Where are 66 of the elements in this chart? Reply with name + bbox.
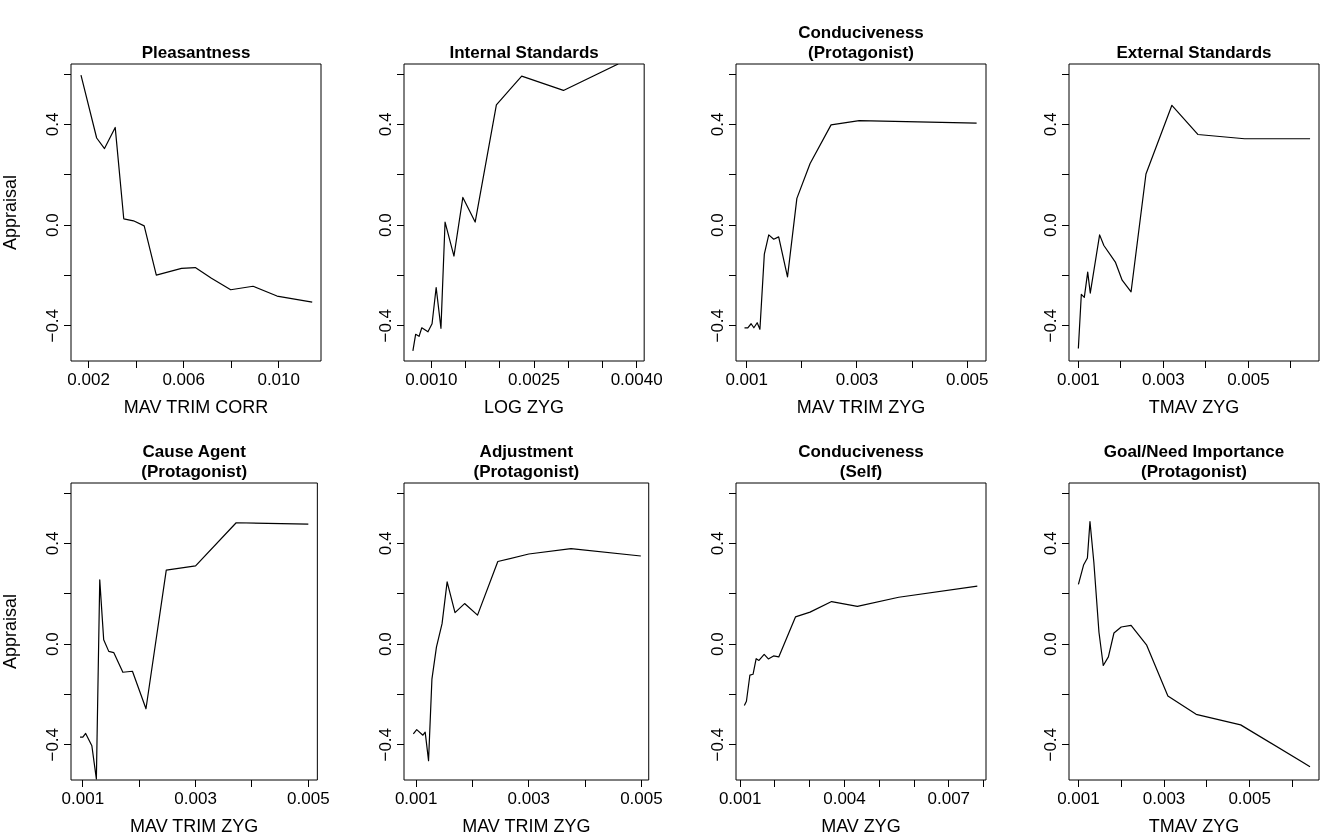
x-tick-label: 0.005 [1228,788,1271,808]
x-tick-label: 0.003 [507,788,551,808]
chart-title: Cause Agent (Protagonist) [141,442,248,481]
y-tick-label: −0.4 [708,308,728,343]
y-tick-label: 0.0 [1041,213,1061,237]
x-axis-title: MAV TRIM ZYG [130,816,259,837]
y-tick-label: 0.0 [376,213,396,237]
y-tick-label: 0.4 [708,112,728,137]
y-axis-title: Appraisal [0,174,20,251]
y-tick-label: 0.4 [43,531,63,556]
y-axis-title: Appraisal [0,593,20,670]
y-tick-label: 0.0 [708,213,728,237]
y-tick-label: 0.4 [708,531,728,556]
y-tick-label: 0.0 [708,632,728,656]
chart-title: Conduciveness (Protagonist) [798,23,924,62]
x-tick-label: 0.007 [927,788,971,808]
y-tick-label: 0.0 [43,213,63,237]
x-axis-title: TMAV ZYG [1148,397,1240,418]
chart-title: Conduciveness (Self) [798,442,924,481]
x-axis-title: LOG ZYG [484,397,565,418]
y-tick-label: −0.4 [1041,727,1061,762]
x-axis-title: MAV TRIM ZYG [796,397,926,418]
y-tick-label: −0.4 [708,727,728,762]
x-tick-label: 0.001 [725,369,768,389]
x-tick-label: 0.0040 [610,369,663,389]
x-tick-label: 0.002 [67,369,110,389]
chart-title: Goal/Need Importance (Protagonist) [1103,442,1285,481]
y-tick-label: 0.0 [376,632,396,656]
x-tick-label: 0.001 [1057,369,1100,389]
y-tick-label: 0.4 [1041,112,1061,137]
x-axis-title: MAV TRIM ZYG [462,816,591,837]
x-tick-label: 0.005 [1227,369,1270,389]
x-tick-label: 0.003 [835,369,879,389]
y-tick-label: −0.4 [376,727,396,762]
x-tick-label: 0.0025 [508,369,561,389]
chart-title: Adjustment (Protagonist) [473,442,580,481]
x-tick-label: 0.001 [394,788,438,808]
x-tick-label: 0.001 [1057,788,1100,808]
y-tick-label: 0.0 [43,632,63,656]
y-tick-label: −0.4 [376,308,396,343]
chart-title: External Standards [1116,43,1272,62]
x-tick-label: 0.006 [162,369,205,389]
x-tick-label: 0.003 [1142,788,1186,808]
y-tick-label: −0.4 [1041,308,1061,343]
chart-title: Pleasantness [141,43,251,62]
y-tick-label: −0.4 [43,727,63,762]
x-tick-label: 0.004 [823,788,866,808]
x-tick-label: 0.005 [945,369,989,389]
y-tick-label: −0.4 [43,308,63,343]
x-tick-label: 0.005 [287,788,330,808]
x-axis-title: TMAV ZYG [1148,816,1240,837]
x-tick-label: 0.001 [61,788,105,808]
x-tick-label: 0.0010 [405,369,458,389]
y-tick-label: 0.4 [376,112,396,137]
x-tick-label: 0.001 [718,788,762,808]
y-tick-label: 0.4 [1041,531,1061,556]
x-axis-title: MAV ZYG [821,816,901,837]
x-tick-label: 0.010 [257,369,300,389]
y-tick-label: 0.4 [43,112,63,137]
y-tick-label: 0.0 [1041,632,1061,656]
chart-title: Internal Standards [449,43,599,62]
x-axis-title: MAV TRIM CORR [123,397,269,418]
x-tick-label: 0.005 [620,788,663,808]
x-tick-label: 0.003 [174,788,217,808]
y-tick-label: 0.4 [376,531,396,556]
x-tick-label: 0.003 [1142,369,1185,389]
